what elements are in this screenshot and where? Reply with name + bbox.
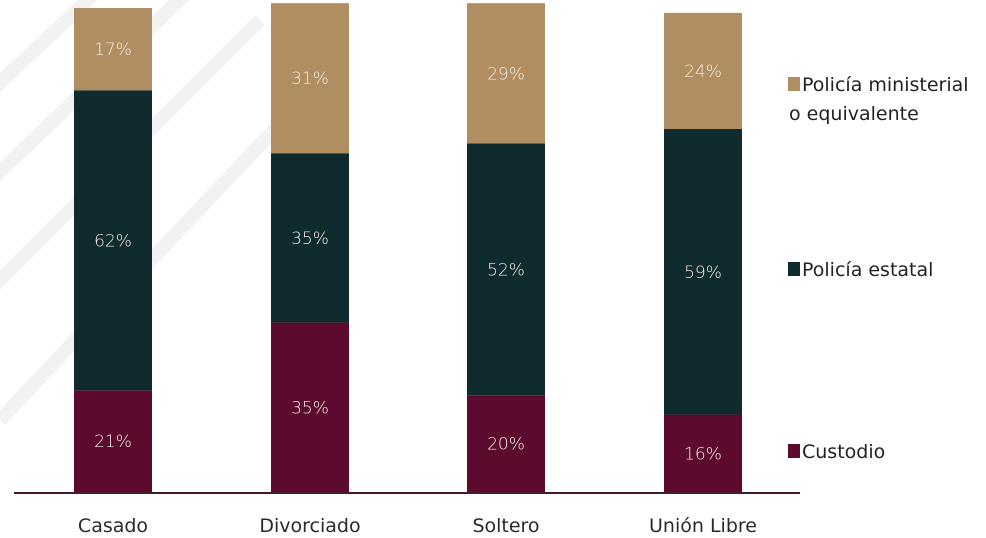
category-label-soltero: Soltero <box>472 515 539 537</box>
bar-soltero-custodio <box>467 395 545 492</box>
data-label-soltero-policia-estatal: 52% <box>487 260 525 280</box>
bar-casado-custodio <box>74 390 152 492</box>
category-label-union-libre: Unión Libre <box>649 515 757 537</box>
data-label-divorciado-policia-ministerial-o-equivalente: 31% <box>291 69 329 89</box>
data-label-union-libre-policia-estatal: 59% <box>684 263 722 283</box>
legend-label-policia-estatal: Policía estatal <box>802 259 933 281</box>
bar-divorciado-custodio <box>271 322 349 492</box>
data-label-casado-policia-estatal: 62% <box>94 231 132 251</box>
legend-item-policia-ministerial-o-equivalente: Policía ministerial o equivalente <box>788 74 969 125</box>
data-label-casado-custodio: 21% <box>94 432 132 452</box>
data-label-casado-policia-ministerial-o-equivalente: 17% <box>94 40 132 60</box>
bars-layer <box>74 3 742 492</box>
data-label-soltero-policia-ministerial-o-equivalente: 29% <box>487 64 525 84</box>
data-label-divorciado-policia-estatal: 35% <box>291 229 329 249</box>
data-label-union-libre-policia-ministerial-o-equivalente: 24% <box>684 62 722 82</box>
data-label-union-libre-custodio: 16% <box>684 444 722 464</box>
legend-swatch-custodio <box>788 444 800 458</box>
bar-union-libre-policia-estatal <box>664 129 742 415</box>
bar-union-libre-custodio <box>664 414 742 492</box>
legend-item-policia-estatal: Policía estatal <box>788 259 933 281</box>
category-label-casado: Casado <box>78 515 148 537</box>
legend-item-custodio: Custodio <box>788 441 885 463</box>
bar-divorciado-policia-ministerial-o-equivalente <box>271 3 349 154</box>
bar-casado-policia-estatal <box>74 90 152 391</box>
legend-swatch-policia-ministerial-o-equivalente <box>788 77 800 91</box>
segment-labels: 21% 62% 17% 35% 35% 31% 20% 52% 29% 16% 59% 24% <box>94 40 722 464</box>
bar-soltero-policia-estatal <box>467 143 545 396</box>
bar-soltero-policia-ministerial-o-equivalente <box>467 3 545 144</box>
bar-divorciado-policia-estatal <box>271 153 349 323</box>
bar-union-libre-policia-ministerial-o-equivalente <box>664 12 742 130</box>
bar-casado-policia-ministerial-o-equivalente <box>74 8 152 91</box>
legend-label-custodio: Custodio <box>802 441 885 463</box>
category-labels: Casado Divorciado Soltero Unión Libre <box>78 515 757 537</box>
legend-label-policia-ministerial-o-equivalente-line-2: o equivalente <box>789 103 919 125</box>
legend-label-policia-ministerial-o-equivalente-line-1: Policía ministerial <box>802 74 969 96</box>
data-label-divorciado-custodio: 35% <box>291 398 329 418</box>
category-label-divorciado: Divorciado <box>259 515 360 537</box>
data-label-soltero-custodio: 20% <box>487 435 525 455</box>
legend-swatch-policia-estatal <box>788 262 800 276</box>
